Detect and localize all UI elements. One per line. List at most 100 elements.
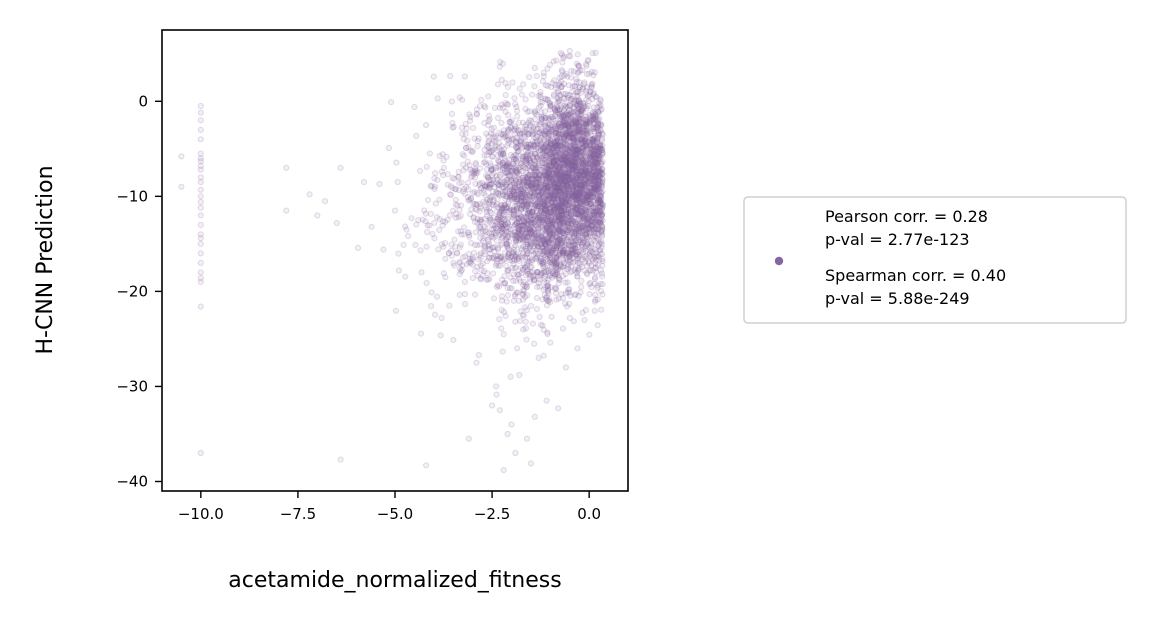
data-point [582, 209, 589, 216]
data-point [545, 169, 552, 176]
data-point [446, 302, 453, 309]
data-point [549, 222, 556, 229]
data-point [552, 290, 560, 297]
data-point [442, 240, 449, 247]
data-point [576, 181, 583, 188]
data-point [555, 295, 562, 302]
data-point [432, 200, 439, 207]
data-point [530, 153, 537, 160]
data-point [553, 203, 561, 210]
data-point [515, 237, 523, 244]
data-point [531, 276, 538, 283]
data-point [475, 352, 482, 359]
data-point [468, 195, 475, 202]
data-point [432, 311, 439, 318]
data-point [499, 149, 506, 156]
data-point [558, 192, 565, 199]
data-point [577, 261, 584, 268]
data-point [590, 221, 597, 228]
data-point [586, 214, 593, 221]
data-point [514, 345, 521, 352]
data-point [555, 197, 562, 204]
data-point [509, 136, 516, 143]
data-point [568, 250, 575, 257]
data-point [510, 249, 517, 256]
data-point [509, 231, 516, 238]
data-point [539, 177, 546, 184]
data-point [542, 254, 549, 261]
data-point [593, 269, 600, 276]
data-point [553, 243, 561, 250]
data-point [547, 156, 554, 163]
data-point [504, 292, 511, 299]
data-point [575, 226, 582, 233]
data-point [547, 122, 554, 129]
data-point [547, 266, 554, 273]
data-point [519, 226, 527, 233]
data-point [433, 214, 440, 221]
data-point [197, 109, 204, 116]
data-point [579, 136, 586, 143]
data-point [385, 144, 392, 152]
data-point [462, 300, 469, 308]
data-point [496, 407, 503, 414]
data-point [548, 313, 555, 320]
legend-line-spearman-pval: p-val = 5.88e-249 [825, 289, 970, 308]
data-point [588, 225, 595, 232]
data-point [469, 190, 476, 197]
data-point [556, 251, 563, 258]
data-point [490, 222, 497, 229]
data-point [551, 243, 558, 250]
data-point [485, 112, 493, 119]
data-point [454, 250, 461, 257]
data-point [582, 307, 590, 314]
data-point [581, 316, 588, 324]
data-point [548, 179, 556, 187]
data-point [556, 184, 563, 191]
data-point [429, 230, 436, 238]
data-point [568, 67, 575, 75]
data-point [498, 258, 506, 265]
data-point [545, 257, 552, 264]
data-point [517, 142, 524, 149]
data-point [584, 204, 591, 211]
data-point [391, 207, 399, 214]
data-point [584, 234, 591, 241]
data-point [447, 191, 454, 198]
data-point [522, 264, 529, 271]
data-point [455, 174, 462, 181]
data-point [468, 240, 475, 247]
data-point [540, 172, 547, 179]
data-point [479, 260, 486, 267]
data-point [567, 174, 574, 181]
data-point [566, 257, 573, 264]
data-point [559, 169, 566, 176]
data-point [581, 195, 588, 202]
data-point [540, 73, 548, 80]
data-point [520, 312, 527, 319]
data-point [563, 199, 570, 206]
data-point [528, 228, 535, 235]
data-point [490, 295, 498, 302]
data-point [560, 153, 567, 160]
data-point [554, 272, 561, 279]
data-point [568, 177, 575, 184]
data-point [490, 214, 497, 221]
data-point [455, 228, 462, 235]
data-point [474, 137, 481, 145]
data-point [512, 151, 520, 158]
data-point [425, 197, 432, 204]
data-point [178, 153, 185, 160]
data-point [585, 57, 592, 64]
data-point [542, 168, 549, 175]
data-point [598, 175, 606, 182]
data-point [526, 193, 533, 200]
data-point [488, 230, 495, 237]
data-point [520, 81, 527, 88]
data-point [533, 153, 540, 160]
data-point [568, 247, 576, 254]
data-point [545, 290, 552, 297]
data-point [465, 250, 472, 257]
data-point [555, 196, 562, 203]
